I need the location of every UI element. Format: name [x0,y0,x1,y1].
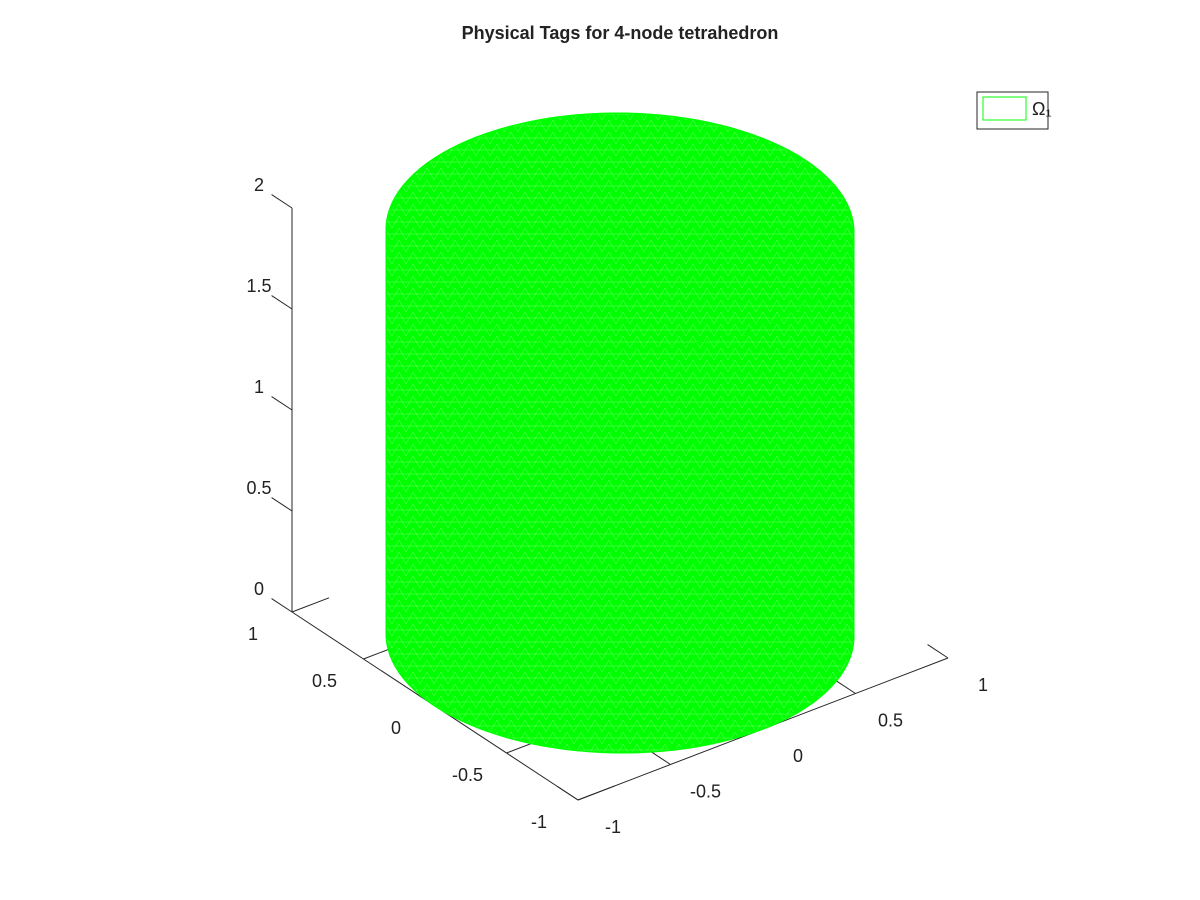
x-tick-label: -0.5 [690,781,721,801]
legend-box [976,91,1049,130]
y-tick-label: -1 [531,812,547,832]
mesh-top-edge [385,112,855,350]
x-tick-label: -1 [605,817,621,837]
x-tick-label: 0 [793,746,803,766]
z-tick-label: 2 [254,175,264,195]
z-tick-label: 0 [254,579,264,599]
z-tick-label: 0.5 [246,478,271,498]
legend: Ω₁ [976,91,1052,130]
x-tick-label: 1 [978,675,988,695]
x-tick [927,644,949,659]
y-tick-label: -0.5 [452,765,483,785]
z-tick [271,598,293,613]
y-tick [577,785,616,801]
plot-area: 0 0.5 1 1.5 2 -1 -0.5 0 0.5 1 -1 -0.5 0 0.5 1 [246,112,988,837]
x-tick [557,786,579,801]
z-tick-label: 1 [254,377,264,397]
legend-swatch [982,96,1027,121]
z-tick [271,497,293,512]
x-tick [834,679,856,694]
legend-label: Ω₁ [1032,99,1052,119]
y-tick-label: 0 [391,718,401,738]
x-tick [649,750,671,765]
z-tick [271,396,293,411]
y-tick-label: 0.5 [312,671,337,691]
z-tick [271,194,293,209]
z-tick-label: 1.5 [246,276,271,296]
chart-title: Physical Tags for 4-node tetrahedron [462,23,779,43]
x-tick-label: 0.5 [878,710,903,730]
mesh-body [385,112,855,754]
y-tick [291,597,330,613]
y-tick-label: 1 [248,624,258,644]
z-tick [271,295,293,310]
